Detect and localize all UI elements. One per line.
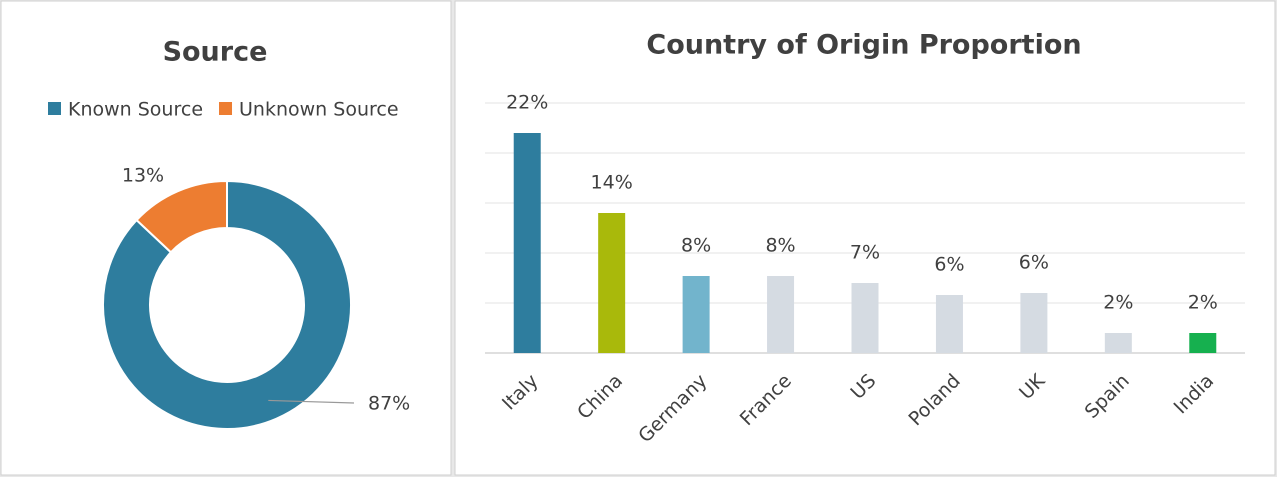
data-label: 7% bbox=[850, 242, 880, 264]
legend-label: Known Source bbox=[68, 99, 203, 121]
bar bbox=[1189, 333, 1217, 353]
legend-label: Unknown Source bbox=[239, 99, 399, 121]
bar bbox=[1020, 293, 1048, 353]
data-label: 6% bbox=[1019, 252, 1049, 274]
chart-title: Country of Origin Proportion bbox=[646, 30, 1081, 61]
legend-swatch bbox=[219, 102, 233, 115]
data-label: 8% bbox=[681, 235, 711, 257]
right-panel bbox=[454, 0, 1276, 476]
data-label: 22% bbox=[506, 92, 548, 114]
data-label: 6% bbox=[934, 254, 964, 276]
bar bbox=[1104, 333, 1132, 353]
bar bbox=[598, 213, 626, 353]
donut-slice bbox=[102, 179, 352, 430]
legend-swatch bbox=[48, 102, 61, 115]
bar bbox=[513, 133, 541, 353]
leader-line bbox=[268, 399, 355, 404]
data-label: 2% bbox=[1103, 292, 1133, 314]
data-label: 87% bbox=[368, 393, 410, 415]
bar bbox=[851, 283, 879, 353]
bar bbox=[767, 276, 795, 353]
bar bbox=[935, 295, 963, 353]
bar bbox=[682, 276, 710, 353]
data-label: 8% bbox=[765, 235, 795, 257]
data-label: 14% bbox=[591, 172, 633, 194]
data-label: 13% bbox=[122, 165, 164, 187]
chart-title: Source bbox=[163, 37, 268, 68]
donut-slice bbox=[135, 179, 228, 254]
data-label: 2% bbox=[1188, 292, 1218, 314]
